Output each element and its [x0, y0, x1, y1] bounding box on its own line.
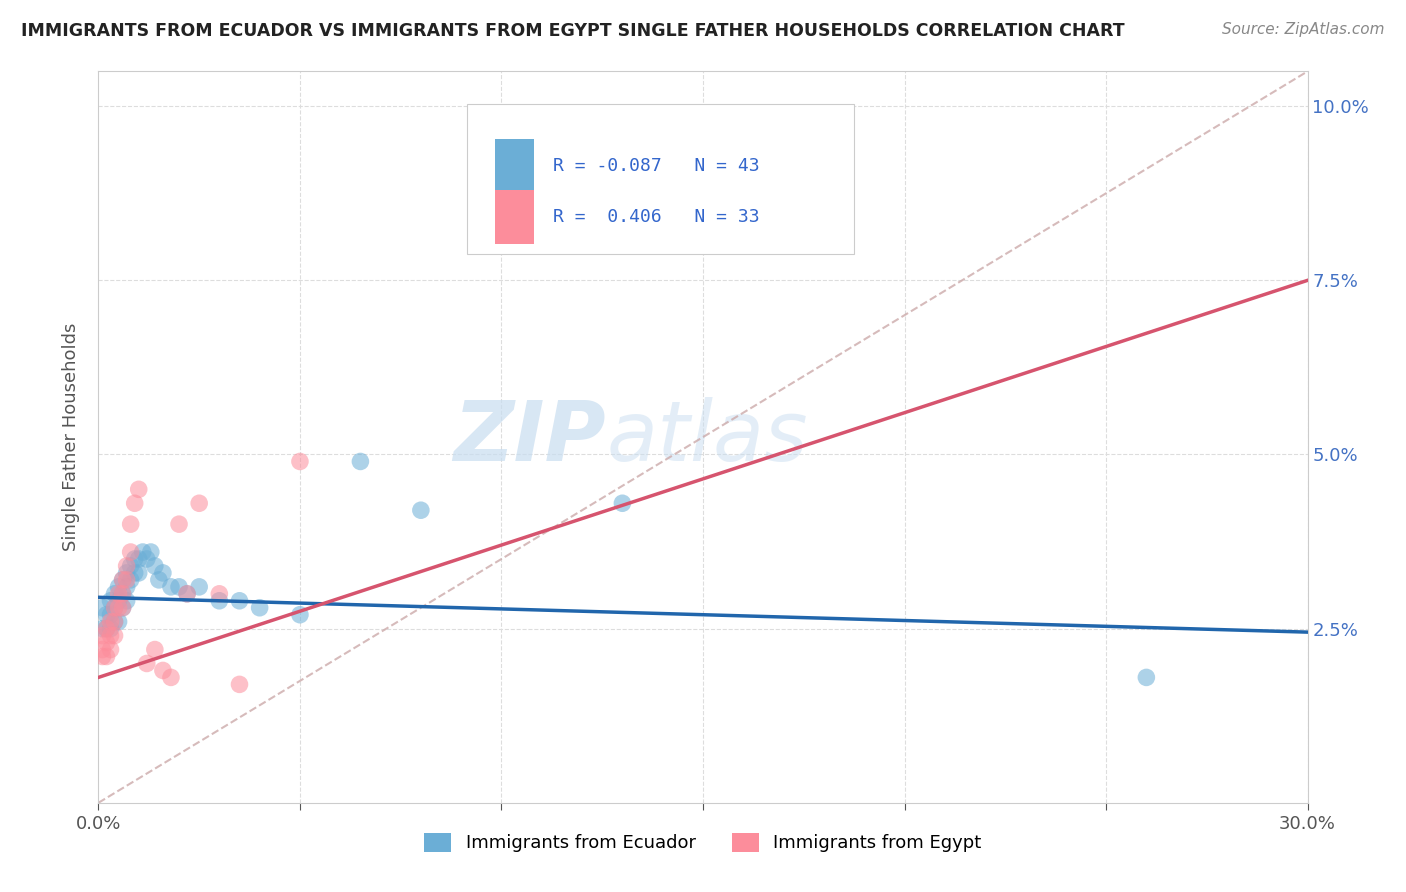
Point	[103, 600, 125, 615]
FancyBboxPatch shape	[467, 104, 855, 254]
Point	[100, 629, 122, 643]
Point	[91, 622, 114, 636]
Point	[115, 580, 138, 594]
Point	[349, 454, 371, 468]
Point	[120, 558, 142, 573]
Point	[176, 587, 198, 601]
Point	[91, 600, 114, 615]
Point	[103, 615, 125, 629]
Point	[208, 587, 231, 601]
Point	[120, 573, 142, 587]
Point	[124, 552, 146, 566]
Text: R = -0.087   N = 43: R = -0.087 N = 43	[553, 157, 759, 175]
Text: R =  0.406   N = 33: R = 0.406 N = 33	[553, 208, 759, 227]
Point	[135, 657, 157, 671]
Point	[103, 629, 125, 643]
Point	[100, 607, 122, 622]
Point	[188, 496, 211, 510]
Point	[103, 587, 125, 601]
Point	[228, 594, 250, 608]
Point	[612, 496, 634, 510]
Point	[107, 600, 129, 615]
Point	[100, 594, 122, 608]
Point	[135, 552, 157, 566]
Text: ZIP: ZIP	[454, 397, 606, 477]
Point	[103, 615, 125, 629]
Point	[111, 600, 134, 615]
Point	[107, 580, 129, 594]
Point	[96, 649, 118, 664]
Point	[120, 545, 142, 559]
Point	[143, 558, 166, 573]
Point	[107, 587, 129, 601]
Text: atlas: atlas	[606, 397, 808, 477]
Point	[100, 622, 122, 636]
Point	[91, 629, 114, 643]
Point	[132, 545, 155, 559]
Point	[91, 642, 114, 657]
Point	[148, 573, 170, 587]
Point	[167, 517, 190, 532]
Point	[96, 607, 118, 622]
Point	[128, 483, 150, 497]
Point	[139, 545, 162, 559]
Point	[111, 573, 134, 587]
Point	[288, 607, 311, 622]
Legend: Immigrants from Ecuador, Immigrants from Egypt: Immigrants from Ecuador, Immigrants from…	[418, 826, 988, 860]
Point	[120, 517, 142, 532]
Point	[152, 566, 174, 580]
Point	[124, 566, 146, 580]
Point	[228, 677, 250, 691]
Point	[100, 642, 122, 657]
Point	[249, 600, 271, 615]
Point	[96, 622, 118, 636]
Point	[115, 573, 138, 587]
Text: Source: ZipAtlas.com: Source: ZipAtlas.com	[1222, 22, 1385, 37]
Point	[111, 600, 134, 615]
Point	[91, 649, 114, 664]
Point	[143, 642, 166, 657]
Point	[107, 594, 129, 608]
Point	[107, 615, 129, 629]
Point	[160, 580, 183, 594]
Point	[96, 622, 118, 636]
Point	[103, 600, 125, 615]
Text: IMMIGRANTS FROM ECUADOR VS IMMIGRANTS FROM EGYPT SINGLE FATHER HOUSEHOLDS CORREL: IMMIGRANTS FROM ECUADOR VS IMMIGRANTS FR…	[21, 22, 1125, 40]
Point	[152, 664, 174, 678]
Point	[409, 503, 432, 517]
Point	[115, 566, 138, 580]
FancyBboxPatch shape	[495, 138, 534, 193]
Point	[128, 566, 150, 580]
Point	[208, 594, 231, 608]
Point	[100, 615, 122, 629]
Point	[111, 573, 134, 587]
Point	[115, 594, 138, 608]
Point	[176, 587, 198, 601]
Point	[128, 552, 150, 566]
FancyBboxPatch shape	[495, 190, 534, 244]
Point	[96, 635, 118, 649]
Point	[167, 580, 190, 594]
Y-axis label: Single Father Households: Single Father Households	[62, 323, 80, 551]
Point	[111, 587, 134, 601]
Point	[111, 587, 134, 601]
Point	[1135, 670, 1157, 684]
Point	[115, 558, 138, 573]
Point	[188, 580, 211, 594]
Point	[288, 454, 311, 468]
Point	[160, 670, 183, 684]
Point	[124, 496, 146, 510]
